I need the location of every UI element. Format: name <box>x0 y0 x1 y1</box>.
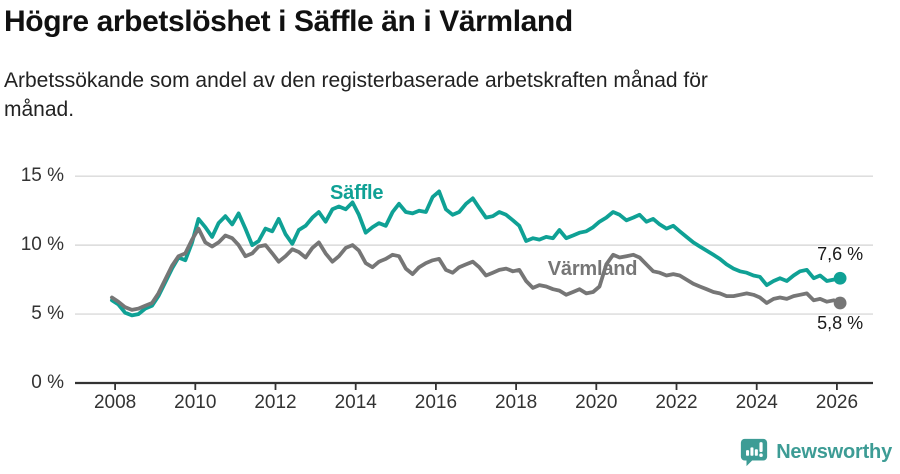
chart-subtitle: Arbetssökande som andel av den registerb… <box>4 69 708 121</box>
chart-title: Högre arbetslöshet i Säffle än i Värmlan… <box>4 5 573 38</box>
newsworthy-logo[interactable]: Newsworthy <box>739 436 892 468</box>
newsworthy-logo-icon <box>741 438 768 467</box>
series-line-varmland <box>110 226 842 312</box>
newsworthy-wordmark: Newsworthy <box>776 440 892 463</box>
series-end-dot-saffle <box>833 271 847 285</box>
line-chart: 0 % 5 % 10 % 15 % 2008 2010 2012 2014 2016 2018 20… <box>21 165 873 413</box>
series-end-dot-varmland <box>833 296 847 310</box>
plot-canvas <box>75 175 873 390</box>
series-line-saffle <box>110 189 842 318</box>
